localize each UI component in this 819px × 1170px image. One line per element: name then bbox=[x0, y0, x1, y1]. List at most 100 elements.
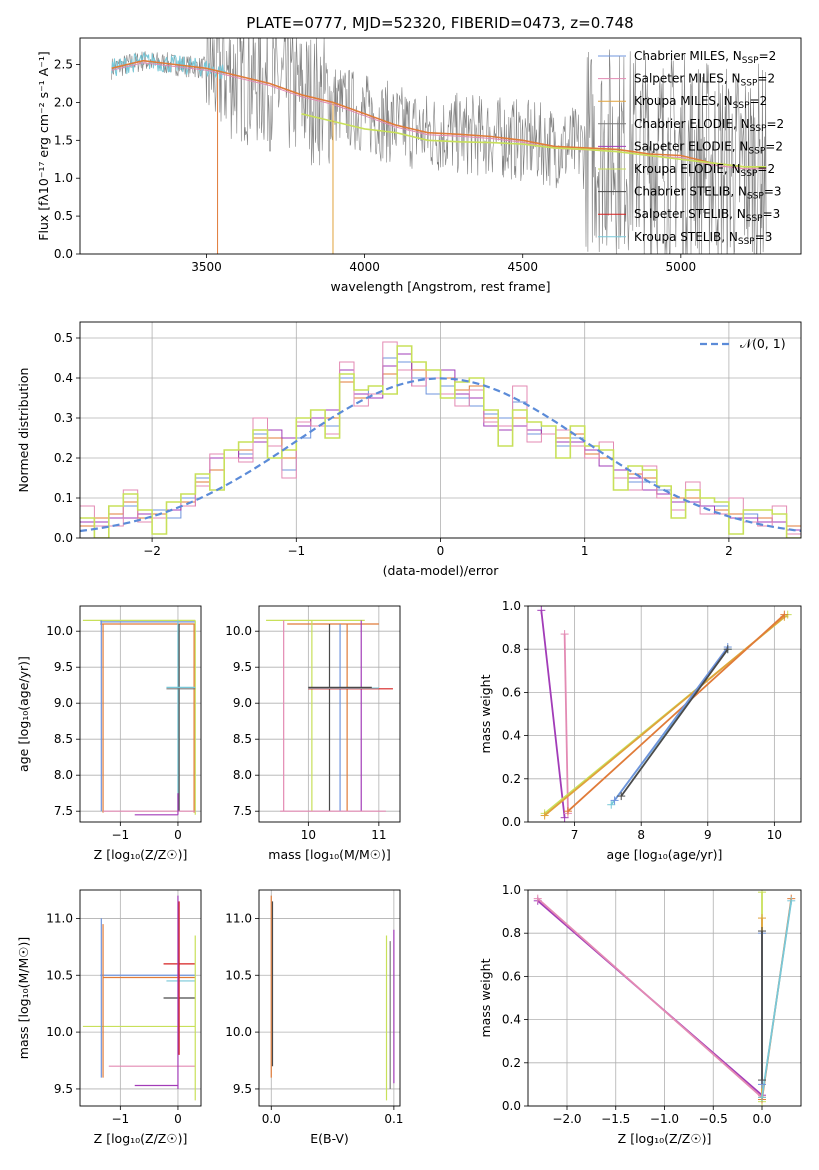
y-tick-label: 1.0 bbox=[502, 883, 521, 897]
gaussian-curve bbox=[80, 377, 801, 533]
plot-area-mass-vs-Z bbox=[82, 895, 196, 1101]
x-tick-label: −2.0 bbox=[552, 1112, 581, 1126]
weight-series bbox=[620, 648, 729, 797]
x-tick-label: 0.0 bbox=[752, 1112, 771, 1126]
weight-series bbox=[540, 610, 566, 818]
x-tick-label: 0.1 bbox=[384, 1112, 403, 1126]
y-tick-label: 0.6 bbox=[502, 685, 521, 699]
x-tick-label: −1 bbox=[111, 828, 129, 842]
x-tick-label: −1 bbox=[287, 544, 305, 558]
legend-spectrum: Chabrier MILES, NSSP=2 Salpeter MILES, NS… bbox=[598, 49, 784, 247]
weight-series bbox=[613, 646, 729, 801]
y-tick-label: 10.0 bbox=[225, 1025, 252, 1039]
x-tick-label: 4000 bbox=[349, 260, 380, 274]
x-tick-label: 0.0 bbox=[262, 1112, 281, 1126]
axes-weight-vs-Z: −2.0 −1.5 −1.0 −0.5 0.0 0.0 0.2 0.4 0.6 0.8 1.0 Z [… bbox=[478, 883, 802, 1146]
y-tick-label: 9.0 bbox=[54, 696, 73, 710]
axes-spectrum: 3500 4000 4500 5000 0.0 0.5 1.0 1.5 2.0 2.5 wavele… bbox=[36, 37, 802, 294]
axes-age-vs-Z: −1 0 7.5 8.0 8.5 9.0 9.5 10.0 Z [log₁₀(Z/Z☉)] age… bbox=[16, 605, 202, 862]
x-tick-label: −1.5 bbox=[601, 1112, 630, 1126]
y-tick-label: 10.0 bbox=[225, 624, 252, 638]
y-tick-label: 0.2 bbox=[502, 1056, 521, 1070]
y-tick-label: 8.0 bbox=[54, 768, 73, 782]
plot-area-residuals bbox=[80, 341, 801, 538]
weight-series bbox=[567, 613, 786, 812]
axes-frame bbox=[79, 605, 202, 823]
x-axis-label: Z [log₁₀(Z/Z☉)] bbox=[94, 1131, 188, 1146]
y-tick-label: 7.5 bbox=[233, 804, 252, 818]
legend-label: Chabrier STELIB, NSSP=3 bbox=[634, 185, 782, 202]
y-tick-label: 0.4 bbox=[502, 1013, 521, 1027]
x-tick-label: 5000 bbox=[666, 260, 697, 274]
legend-label: Salpeter STELIB, NSSP=3 bbox=[634, 207, 780, 224]
axes-frame bbox=[79, 889, 202, 1107]
model-kroupa-elodie bbox=[301, 113, 767, 168]
y-tick-label: 0.3 bbox=[54, 411, 73, 425]
x-tick-label: 11 bbox=[371, 828, 386, 842]
axes-frame bbox=[258, 889, 401, 1107]
y-axis-label: mass [log₁₀(M/M☉)] bbox=[16, 937, 31, 1059]
x-tick-label: 9 bbox=[704, 828, 712, 842]
y-tick-label: 9.5 bbox=[233, 660, 252, 674]
x-axis-label: mass [log₁₀(M/M☉)] bbox=[268, 847, 390, 862]
y-tick-label: 10.5 bbox=[46, 968, 73, 982]
x-axis-label: (data-model)/error bbox=[383, 563, 500, 578]
legend-label: Kroupa MILES, NSSP=2 bbox=[634, 94, 767, 111]
weight-series bbox=[537, 897, 763, 1099]
x-tick-label: 7 bbox=[571, 828, 579, 842]
axes-weight-vs-age: 7 8 9 10 0.0 0.2 0.4 0.6 0.8 1.0 age [log₁₀(age/yr… bbox=[478, 599, 802, 862]
y-tick-label: 11.0 bbox=[46, 911, 73, 925]
x-tick-label: 2 bbox=[725, 544, 733, 558]
y-tick-label: 8.5 bbox=[54, 732, 73, 746]
figure-title: PLATE=0777, MJD=52320, FIBERID=0473, z=0… bbox=[246, 14, 633, 32]
legend-label: 𝒩(0, 1) bbox=[740, 336, 786, 351]
x-axis-label: wavelength [Angstrom, rest frame] bbox=[330, 279, 550, 294]
axes-age-vs-mass: 10 11 7.5 8.0 8.5 9.0 9.5 10.0 mass [log₁₀(M/M☉)… bbox=[225, 605, 401, 862]
y-axis-label: Flux [fλ10⁻¹⁷ erg cm⁻² s⁻¹ A⁻¹] bbox=[36, 51, 51, 240]
y-tick-label: 11.0 bbox=[225, 911, 252, 925]
y-tick-label: 1.0 bbox=[54, 171, 73, 185]
x-tick-label: 1 bbox=[581, 544, 589, 558]
y-tick-label: 1.5 bbox=[54, 133, 73, 147]
y-tick-label: 0.0 bbox=[54, 531, 73, 545]
y-tick-label: 2.5 bbox=[54, 58, 73, 72]
axes-frame bbox=[527, 605, 802, 823]
observed-spectrum bbox=[111, 38, 767, 254]
legend-label: Salpeter ELODIE, NSSP=2 bbox=[634, 139, 783, 156]
x-tick-label: 4500 bbox=[507, 260, 538, 274]
y-tick-label: 9.5 bbox=[54, 1082, 73, 1096]
y-tick-label: 0.2 bbox=[502, 772, 521, 786]
y-axis-label: mass weight bbox=[478, 958, 493, 1037]
plot-area-spectrum bbox=[111, 38, 767, 254]
y-tick-label: 0.0 bbox=[54, 247, 73, 261]
y-tick-label: 7.5 bbox=[54, 804, 73, 818]
x-tick-label: 8 bbox=[637, 828, 645, 842]
y-tick-label: 9.5 bbox=[233, 1082, 252, 1096]
y-tick-label: 1.0 bbox=[502, 599, 521, 613]
y-tick-label: 0.5 bbox=[54, 331, 73, 345]
y-tick-label: 10.0 bbox=[46, 624, 73, 638]
axes-mass-vs-Z: −1 0 9.5 10.0 10.5 11.0 Z [log₁₀(Z/Z☉)] mass [l… bbox=[16, 889, 202, 1146]
y-tick-label: 2.0 bbox=[54, 95, 73, 109]
legend-label: Salpeter MILES, NSSP=2 bbox=[634, 72, 775, 89]
axes-frame bbox=[527, 889, 802, 1107]
x-tick-label: −0.5 bbox=[699, 1112, 728, 1126]
y-tick-label: 0.0 bbox=[502, 815, 521, 829]
x-tick-label: 10 bbox=[767, 828, 782, 842]
axes-frame bbox=[79, 37, 802, 255]
y-tick-label: 10.0 bbox=[46, 1025, 73, 1039]
y-tick-label: 9.5 bbox=[54, 660, 73, 674]
legend-label: Chabrier ELODIE, NSSP=2 bbox=[634, 117, 784, 134]
axes-residuals: −2 −1 0 1 2 0.0 0.1 0.2 0.3 0.4 0.5 (data-model)/er… bbox=[16, 321, 802, 578]
legend-label: Chabrier MILES, NSSP=2 bbox=[634, 49, 776, 66]
legend-label: Kroupa STELIB, NSSP=3 bbox=[634, 230, 772, 247]
x-tick-label: 10 bbox=[301, 828, 316, 842]
x-axis-label: Z [log₁₀(Z/Z☉)] bbox=[618, 1131, 712, 1146]
plot-area-weight-vs-age bbox=[537, 606, 792, 822]
y-axis-label: mass weight bbox=[478, 674, 493, 753]
y-tick-label: 8.5 bbox=[233, 732, 252, 746]
plot-area-age-vs-Z bbox=[82, 619, 196, 816]
y-axis-label: Normed distribution bbox=[16, 368, 31, 493]
y-tick-label: 10.5 bbox=[225, 968, 252, 982]
x-tick-label: −1.0 bbox=[650, 1112, 679, 1126]
